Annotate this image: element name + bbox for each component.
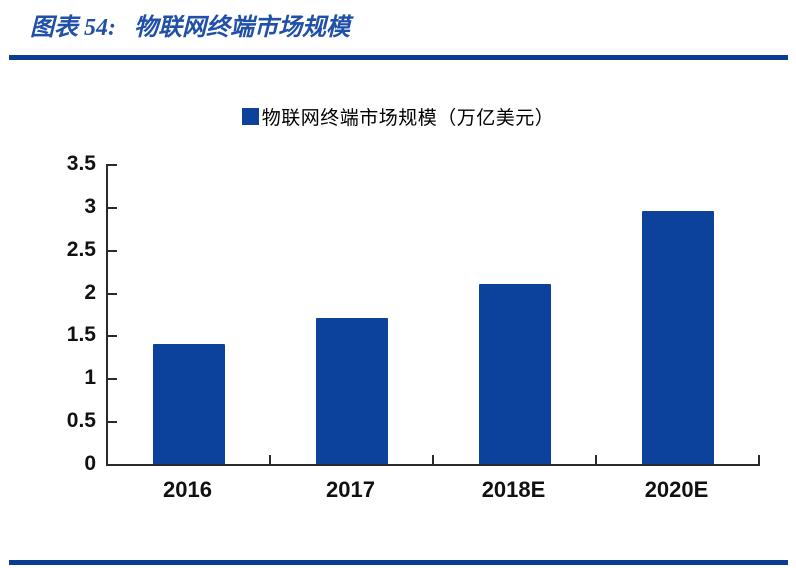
y-axis-label-0: 0	[84, 452, 96, 475]
bar-slot-2018E	[434, 164, 597, 464]
legend-swatch-icon	[241, 108, 259, 125]
bar-2017	[316, 318, 388, 464]
y-axis-label-3: 3	[84, 195, 96, 218]
x-axis-tick	[432, 455, 434, 464]
x-axis-label-2016: 2016	[163, 477, 212, 502]
y-axis-tick	[108, 164, 117, 166]
bar-slot-2020E	[597, 164, 760, 464]
x-axis-tick	[758, 455, 760, 464]
y-axis-tick	[108, 250, 117, 252]
y-axis-label-2: 2	[84, 281, 96, 304]
y-axis-label-1.5: 1.5	[66, 323, 96, 346]
y-axis-tick	[108, 293, 117, 295]
y-axis-labels: 3.5 3 2.5 2 1.5 1 0.5 0	[0, 152, 96, 475]
y-axis-label-2.5: 2.5	[66, 238, 96, 261]
bar-2018E	[479, 284, 551, 464]
chart-legend: 物联网终端市场规模（万亿美元）	[0, 103, 796, 130]
bar-2020E	[642, 211, 714, 464]
y-axis-tick	[108, 421, 117, 423]
y-axis-label-3.5: 3.5	[66, 152, 96, 175]
figure-header: 图表 54: 物联网终端市场规模	[30, 12, 350, 44]
x-axis-label-2020E: 2020E	[644, 477, 709, 502]
y-axis-tick	[108, 378, 117, 380]
figure-number-label: 图表 54:	[30, 15, 116, 41]
x-axis-tick	[269, 455, 271, 464]
bottom-divider-rule	[9, 560, 788, 565]
x-axis-tick	[595, 455, 597, 464]
y-axis-label-1: 1	[84, 366, 96, 389]
bar-slot-2016	[108, 164, 271, 464]
top-divider-rule	[9, 55, 788, 60]
y-axis-label-0.5: 0.5	[66, 409, 96, 432]
legend-label: 物联网终端市场规模（万亿美元）	[261, 108, 555, 129]
y-axis-tick	[108, 335, 117, 337]
y-axis-tick	[108, 207, 117, 209]
x-axis-label-2017: 2017	[326, 477, 375, 502]
bar-2016	[153, 344, 225, 464]
x-axis-label-2018E: 2018E	[481, 477, 546, 502]
bar-chart-plot-area	[106, 164, 760, 466]
x-axis-labels: 2016 2017 2018E 2020E	[106, 476, 758, 504]
bar-slot-2017	[271, 164, 434, 464]
figure-title: 物联网终端市场规模	[134, 15, 350, 41]
